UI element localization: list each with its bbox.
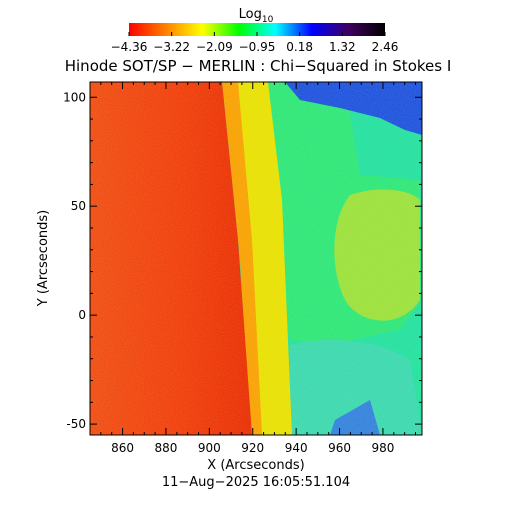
colorbar-label: Log10: [239, 7, 274, 25]
y-tick-label: -50: [66, 417, 86, 431]
colorbar-tick-label: −2.09: [196, 40, 233, 54]
y-tick-label: 50: [71, 199, 86, 213]
x-axis-ticks: 860 880 900 920 940 960 980: [89, 82, 416, 455]
y-axis-ticks: -50 0 50 100: [63, 90, 422, 431]
colorbar-tick-label: 2.46: [372, 40, 399, 54]
x-tick-label: 980: [371, 441, 394, 455]
plot-frame: [89, 81, 423, 436]
colorbar-tick-label: −3.22: [153, 40, 190, 54]
colorbar-tick-label: −0.95: [239, 40, 276, 54]
x-tick-label: 960: [328, 441, 351, 455]
timestamp: 11−Aug−2025 16:05:51.104: [162, 475, 350, 490]
colorbar-tick-label: −4.36: [111, 40, 148, 54]
y-tick-label: 100: [63, 90, 86, 104]
y-tick-label: 0: [78, 308, 86, 322]
x-tick-label: 900: [198, 441, 221, 455]
chart-title: Hinode SOT/SP − MERLIN : Chi−Squared in …: [65, 57, 452, 75]
colorbar-tick-label: 1.32: [329, 40, 356, 54]
x-axis-label: X (Arcseconds): [207, 458, 304, 473]
colorbar-ticks: −4.36 −3.22 −2.09 −0.95 0.18 1.32 2.46: [111, 32, 399, 54]
x-tick-label: 940: [285, 441, 308, 455]
x-tick-label: 880: [154, 441, 177, 455]
colorbar: [129, 23, 385, 36]
texture-overlay: [90, 82, 422, 435]
heatmap-image: [90, 82, 422, 435]
x-tick-label: 860: [111, 441, 134, 455]
x-tick-label: 920: [241, 441, 264, 455]
colorbar-tick-label: 0.18: [286, 40, 313, 54]
y-axis-label: Y (Arcseconds): [36, 210, 51, 307]
